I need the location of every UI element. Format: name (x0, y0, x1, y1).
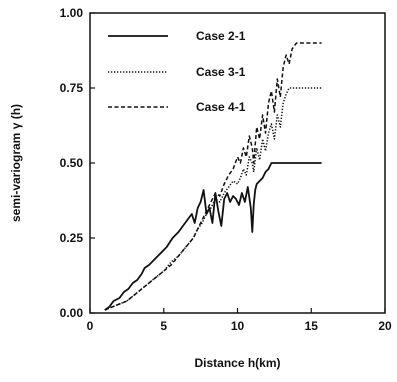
x-axis-title: Distance h(km) (194, 356, 280, 370)
y-tick-label: 0.00 (60, 306, 84, 320)
y-tick-label: 0.25 (60, 231, 84, 245)
plot-frame (89, 12, 386, 314)
y-axis-title: semi-variogram γ (h) (9, 104, 23, 222)
y-tick-label: 0.50 (60, 156, 84, 170)
ticks-layer: 0 5 10 15 20 0.00 0.25 0.50 0.75 1.00 (60, 6, 392, 333)
y-tick-label: 1.00 (60, 6, 84, 20)
x-tick-label: 20 (378, 319, 392, 333)
axes-layer (89, 12, 386, 314)
legend-label: Case 4-1 (196, 100, 246, 114)
y-tick-label: 0.75 (60, 81, 84, 95)
series-line-case-2-1 (104, 162, 322, 311)
x-tick-label: 0 (87, 319, 94, 333)
legend-label: Case 3-1 (196, 65, 246, 79)
series-line-case-4-1 (104, 42, 322, 311)
x-tick-label: 15 (305, 319, 319, 333)
legend: Case 2-1 Case 3-1 Case 4-1 (108, 29, 246, 114)
x-tick-label: 5 (160, 319, 167, 333)
x-tick-label: 10 (231, 319, 245, 333)
series-layer (104, 42, 322, 311)
legend-label: Case 2-1 (196, 29, 246, 43)
